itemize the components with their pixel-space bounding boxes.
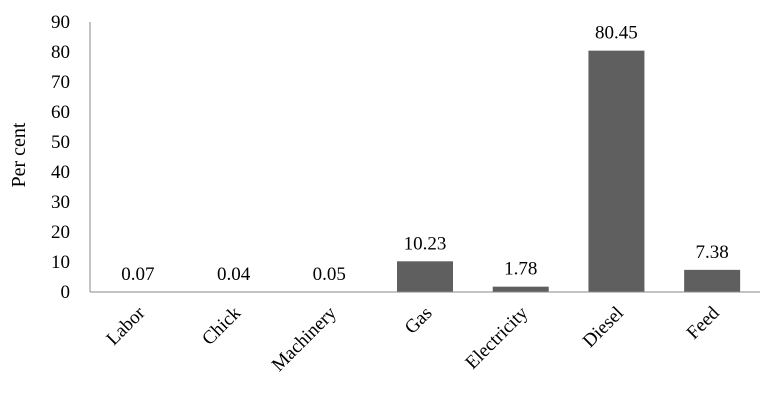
category-label-gas: Gas — [401, 303, 437, 339]
bars — [109, 50, 741, 293]
data-label-gas: 10.23 — [404, 233, 447, 254]
category-label-diesel: Diesel — [579, 303, 628, 352]
bar-diesel — [588, 50, 645, 293]
data-label-electricity: 1.78 — [504, 259, 537, 280]
category-label-electricity: Electricity — [461, 302, 532, 373]
data-label-feed: 7.38 — [696, 242, 729, 263]
y-tick-label: 40 — [51, 162, 70, 183]
category-label-feed: Feed — [683, 302, 724, 343]
y-tick-label: 80 — [51, 42, 70, 63]
y-tick-label: 90 — [51, 12, 70, 33]
category-label-machinery: Machinery — [268, 302, 341, 375]
y-tick-label: 50 — [51, 132, 70, 153]
y-tick-label: 10 — [51, 252, 70, 273]
bar-electricity — [492, 286, 549, 292]
y-tick-label: 30 — [51, 192, 70, 213]
y-tick-label: 60 — [51, 102, 70, 123]
data-label-labor: 0.07 — [121, 264, 154, 285]
y-tick-label: 70 — [51, 72, 70, 93]
bar-gas — [397, 261, 453, 292]
y-axis-ticks: 0 10 20 30 40 50 60 70 80 90 — [51, 12, 70, 303]
bar-feed — [684, 269, 741, 292]
category-labels: Labor Chick Machinery Gas Electricity Diesel F… — [102, 302, 724, 376]
category-label-chick: Chick — [198, 302, 245, 349]
data-label-diesel: 80.45 — [595, 23, 638, 44]
y-tick-label: 0 — [61, 282, 71, 303]
data-label-chick: 0.04 — [217, 264, 251, 285]
y-axis-title: Per cent — [8, 122, 30, 187]
category-label-labor: Labor — [102, 302, 149, 349]
y-tick-label: 20 — [51, 222, 70, 243]
data-label-machinery: 0.05 — [313, 264, 346, 285]
data-labels: 0.07 0.04 0.05 10.23 1.78 80.45 7.38 — [121, 23, 729, 285]
